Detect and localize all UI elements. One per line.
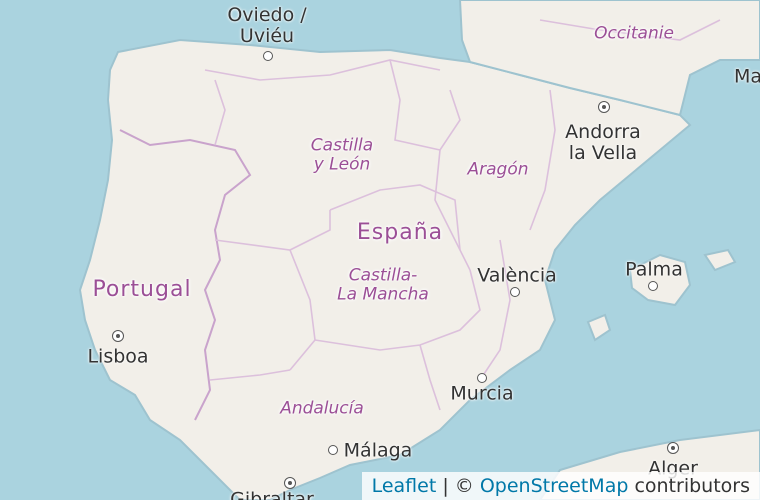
menorca-island xyxy=(703,248,737,272)
castilla-leon-label: Castilla y León xyxy=(310,135,374,174)
andalucia-label: Andalucía xyxy=(280,398,364,419)
attribution-contributors: contributors xyxy=(628,475,750,497)
portugal-label: Portugal xyxy=(92,276,192,302)
valencia-label: València xyxy=(477,264,557,287)
gibraltar-dot xyxy=(284,477,296,489)
leaflet-link[interactable]: Leaflet xyxy=(371,475,437,497)
marseille-partial-label: Ma xyxy=(733,65,760,88)
murcia-label: Murcia xyxy=(450,382,514,405)
france-landmass xyxy=(458,0,760,117)
occitanie-label: Occitanie xyxy=(594,23,674,44)
palma-label: Palma xyxy=(625,258,683,281)
map-attribution: Leaflet | © OpenStreetMap contributors xyxy=(361,472,760,500)
spain-label: España xyxy=(356,219,444,245)
aragon-label: Aragón xyxy=(467,159,529,180)
oviedo-dot xyxy=(263,51,273,61)
lisboa-label: Lisboa xyxy=(87,345,149,368)
mallorca-island xyxy=(628,253,692,307)
andorra-label: Andorra la Vella xyxy=(565,121,641,164)
alger-capital-dot xyxy=(667,442,679,454)
openstreetmap-link[interactable]: OpenStreetMap xyxy=(479,475,629,497)
regional-borders xyxy=(204,19,721,411)
portugal-border xyxy=(119,129,252,421)
palma-dot xyxy=(648,281,658,291)
attribution-separator: | © xyxy=(436,475,480,497)
andorra-capital-dot xyxy=(598,101,610,113)
castilla-la-mancha-label: Castilla- La Mancha xyxy=(337,265,429,304)
gibraltar-label: Gibraltar xyxy=(230,488,314,500)
oviedo-label: Oviedo / Uviéu xyxy=(227,4,307,47)
valencia-dot xyxy=(510,287,520,297)
ibiza-island xyxy=(586,313,612,342)
malaga-label: Málaga xyxy=(343,439,413,462)
malaga-dot xyxy=(328,445,338,455)
murcia-dot xyxy=(477,373,487,383)
lisboa-capital-dot xyxy=(112,330,124,342)
